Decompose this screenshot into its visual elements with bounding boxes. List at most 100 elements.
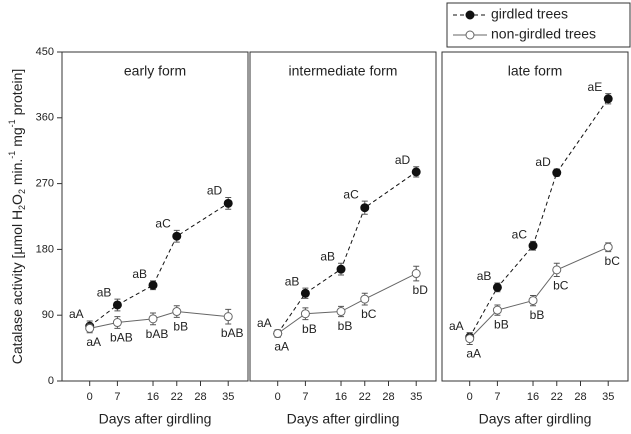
point-annotation: bB: [173, 320, 188, 334]
y-tick-label: 90: [42, 309, 54, 321]
point-annotation: bC: [553, 279, 569, 293]
data-point: [360, 294, 370, 304]
point-annotation: aB: [320, 249, 335, 263]
data-point: [603, 242, 613, 252]
point-annotation: aE: [588, 80, 603, 94]
y-axis-label-part: 2: [17, 205, 27, 210]
y-axis-label-part: -1: [7, 151, 17, 159]
point-annotation: aA: [466, 347, 481, 361]
legend-marker: [465, 10, 475, 20]
point-annotation: aB: [132, 267, 147, 281]
x-tick-label: 28: [194, 391, 206, 403]
plot-frame: [441, 51, 629, 382]
point-annotation: aC: [343, 187, 359, 201]
point-annotation: bB: [302, 322, 317, 336]
data-point: [300, 288, 310, 298]
data-point: [603, 94, 613, 104]
x-tick-label: 16: [335, 391, 347, 403]
point-annotation: aD: [207, 184, 223, 198]
legend-label: girdled trees: [491, 6, 568, 22]
x-tick-label: 35: [410, 391, 422, 403]
legend-label: non-girdled trees: [491, 26, 596, 42]
panel-title: intermediate form: [289, 63, 398, 79]
data-point: [172, 307, 182, 317]
data-point: [112, 300, 122, 310]
data-point: [411, 269, 421, 279]
point-annotation: aD: [395, 153, 411, 167]
data-point: [85, 323, 95, 333]
data-point: [223, 198, 233, 208]
y-axis-label-part: protein]: [9, 69, 25, 120]
x-tick-label: 28: [382, 391, 394, 403]
data-point: [492, 305, 502, 315]
data-point: [336, 307, 346, 317]
point-annotation: aA: [69, 307, 84, 321]
x-axis-label: Days after girdling: [99, 411, 212, 427]
panel-title: late form: [508, 63, 562, 79]
point-annotation: aB: [97, 285, 112, 299]
y-tick-label: 270: [36, 178, 54, 190]
point-annotation: aC: [512, 228, 528, 242]
x-tick-label: 35: [602, 391, 614, 403]
y-tick-label: 180: [36, 243, 54, 255]
point-annotation: aA: [274, 339, 289, 353]
x-tick-label: 7: [494, 391, 500, 403]
data-point: [465, 334, 475, 344]
point-annotation: aB: [477, 269, 492, 283]
x-tick-label: 22: [171, 391, 183, 403]
y-axis-label-part: Catalase activity [µmol H: [9, 210, 25, 364]
point-annotation: aC: [155, 217, 171, 231]
point-annotation: bB: [338, 319, 353, 333]
x-tick-label: 35: [222, 391, 234, 403]
y-axis-label-part: mg: [9, 127, 25, 150]
x-tick-label: 0: [87, 391, 93, 403]
point-annotation: bB: [530, 308, 545, 322]
data-point: [552, 168, 562, 178]
x-tick-label: 0: [467, 391, 473, 403]
x-tick-label: 16: [147, 391, 159, 403]
x-axis-label: Days after girdling: [287, 411, 400, 427]
x-tick-label: 0: [275, 391, 281, 403]
data-point: [336, 264, 346, 274]
series-line: [89, 202, 229, 327]
data-point: [172, 231, 182, 241]
legend-box: [446, 2, 631, 48]
y-axis-label: Catalase activity [µmol H2O2 min.-1 mg-1…: [7, 69, 27, 365]
x-tick-label: 7: [302, 391, 308, 403]
series-line: [469, 246, 609, 339]
series-line: [89, 311, 229, 329]
y-axis-label-part: -1: [7, 119, 17, 127]
y-tick-label: 360: [36, 112, 54, 124]
point-annotation: bAB: [110, 331, 133, 345]
x-tick-label: 22: [359, 391, 371, 403]
series-line: [469, 98, 609, 338]
data-point: [360, 203, 370, 213]
point-annotation: aD: [535, 155, 551, 169]
point-annotation: bC: [605, 254, 621, 268]
data-point: [528, 241, 538, 251]
point-annotation: aA: [86, 335, 101, 349]
data-point: [148, 280, 158, 290]
x-tick-label: 22: [551, 391, 563, 403]
y-tick-label: 0: [48, 375, 54, 387]
x-tick-label: 16: [527, 391, 539, 403]
data-point: [148, 314, 158, 324]
point-annotation: aA: [257, 316, 272, 330]
y-axis-label-part: O: [9, 194, 25, 205]
data-point: [411, 167, 421, 177]
plot-frame: [61, 51, 249, 382]
x-axis-label: Days after girdling: [479, 411, 592, 427]
data-point: [223, 312, 233, 322]
data-point: [492, 282, 502, 292]
point-annotation: aB: [285, 274, 300, 288]
data-point: [300, 309, 310, 319]
legend-marker: [465, 30, 475, 40]
point-annotation: bAB: [221, 326, 244, 340]
y-axis-label-part: 2: [17, 189, 27, 194]
point-annotation: bC: [361, 307, 377, 321]
data-point: [112, 318, 122, 328]
data-point: [528, 296, 538, 306]
data-point: [273, 328, 283, 338]
point-annotation: bAB: [146, 327, 169, 341]
